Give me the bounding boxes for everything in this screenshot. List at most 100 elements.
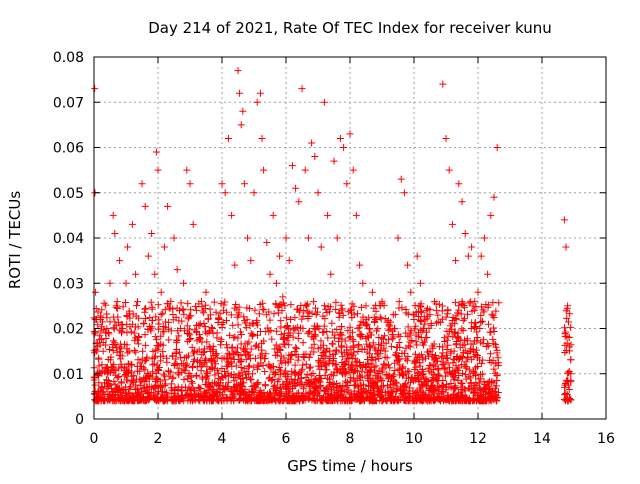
background-point [216, 385, 224, 393]
background-point [197, 335, 205, 343]
background-point [305, 353, 313, 361]
background-point [305, 328, 313, 336]
data-point [151, 270, 159, 278]
background-point [106, 345, 114, 353]
background-point [204, 315, 212, 323]
background-point [478, 317, 486, 325]
background-point [306, 363, 314, 371]
background-point [473, 337, 481, 345]
background-point [459, 316, 467, 324]
background-point [192, 372, 200, 380]
data-point [256, 89, 264, 97]
background-point [317, 363, 325, 371]
data-point [397, 175, 405, 183]
background-point [343, 388, 351, 396]
background-point [152, 313, 160, 321]
background-point [454, 356, 462, 364]
background-point [343, 368, 351, 376]
background-point [491, 388, 499, 396]
background-point [565, 333, 573, 341]
background-point [187, 391, 195, 399]
background-point [302, 389, 310, 397]
background-point [404, 323, 412, 331]
data-point [442, 134, 450, 142]
background-point [417, 386, 425, 394]
data-point [202, 288, 210, 296]
background-point [270, 310, 278, 318]
background-point [337, 386, 345, 394]
data-point [416, 279, 424, 287]
data-point [122, 279, 130, 287]
background-point [265, 308, 273, 316]
background-point [269, 368, 277, 376]
background-point [187, 378, 195, 386]
background-point [195, 300, 203, 308]
background-point [115, 364, 123, 372]
background-point [417, 307, 425, 315]
background-point [389, 388, 397, 396]
background-point [564, 318, 572, 326]
background-point [465, 299, 473, 307]
background-point [438, 315, 446, 323]
data-point [292, 184, 300, 192]
background-point [486, 385, 494, 393]
background-point [355, 372, 363, 380]
background-point [350, 390, 358, 398]
background-point [134, 356, 142, 364]
background-point [240, 345, 248, 353]
background-point [321, 353, 329, 361]
background-point [265, 397, 273, 405]
data-point [304, 234, 312, 242]
background-point [297, 367, 305, 375]
background-point [275, 309, 283, 317]
background-point [372, 301, 380, 309]
data-point [368, 288, 376, 296]
background-point [177, 353, 185, 361]
background-point [206, 391, 214, 399]
background-point [416, 362, 424, 370]
background-point [227, 386, 235, 394]
x-axis-label: GPS time / hours [287, 457, 413, 475]
background-point [110, 337, 118, 345]
data-point [253, 98, 261, 106]
background-point [477, 312, 485, 320]
data-point [106, 279, 114, 287]
data-point [458, 198, 466, 206]
background-point [193, 363, 201, 371]
background-point [419, 327, 427, 335]
background-point [309, 369, 317, 377]
x-tick-label: 8 [346, 431, 355, 447]
background-point [299, 312, 307, 320]
background-point [364, 355, 372, 363]
background-point [169, 375, 177, 383]
background-point [160, 372, 168, 380]
background-point [434, 311, 442, 319]
background-point [343, 378, 351, 386]
background-point [421, 320, 429, 328]
background-point [473, 363, 481, 371]
background-point [487, 397, 495, 405]
background-point [105, 330, 113, 338]
background-point [367, 392, 375, 400]
background-point [100, 299, 108, 307]
background-point [210, 298, 218, 306]
background-point [331, 331, 339, 339]
background-point [425, 396, 433, 404]
background-point [208, 323, 216, 331]
background-point [92, 346, 100, 354]
axis-ticks: 0 2 4 6 8 10 12 14 16 0 0.01 0.02 0.03 0.04 0.05 0.06 0.… [53, 50, 615, 447]
background-point [334, 366, 342, 374]
background-point [91, 389, 99, 397]
background-point [223, 397, 231, 405]
background-point [154, 325, 162, 333]
background-point [433, 357, 441, 365]
chart-title: Day 214 of 2021, Rate Of TEC Index for r… [148, 19, 552, 37]
background-point [195, 346, 203, 354]
background-point [467, 385, 475, 393]
background-point [215, 382, 223, 390]
background-point [449, 359, 457, 367]
background-point [384, 326, 392, 334]
background-point [281, 367, 289, 375]
background-point [338, 348, 346, 356]
data-point [247, 257, 255, 265]
